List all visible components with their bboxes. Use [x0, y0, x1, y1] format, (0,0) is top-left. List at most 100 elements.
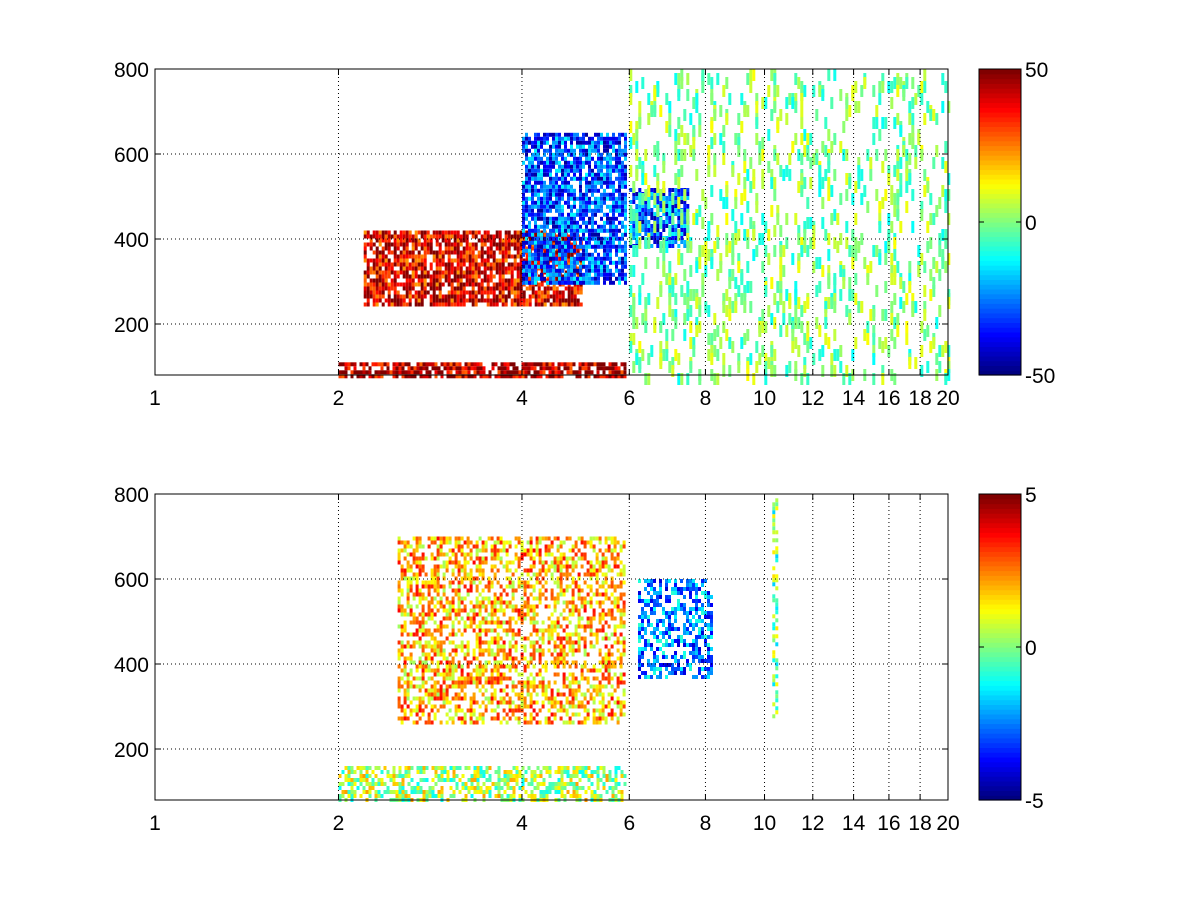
heatmap-cell — [528, 268, 531, 273]
heatmap-cell — [562, 552, 566, 557]
heatmap-cell — [404, 362, 408, 367]
heatmap-cell — [552, 140, 555, 145]
heatmap-cell — [597, 268, 600, 273]
heatmap-cell — [767, 305, 771, 317]
heatmap-cell — [429, 262, 433, 267]
heatmap-cell — [761, 169, 765, 181]
heatmap-cell — [619, 608, 623, 613]
heatmap-cell — [418, 568, 422, 573]
heatmap-cell — [606, 152, 609, 157]
heatmap-cell — [576, 220, 579, 225]
heatmap-cell — [585, 240, 588, 245]
heatmap-cell — [635, 192, 639, 196]
heatmap-cell — [914, 93, 918, 105]
heatmap-cell — [546, 256, 549, 261]
heatmap-cell — [468, 242, 472, 247]
heatmap-cell — [591, 144, 594, 149]
heatmap-cell — [562, 572, 566, 577]
colorbar-step — [979, 92, 1021, 99]
heatmap-cell — [546, 232, 549, 237]
heatmap-cell — [453, 278, 457, 283]
heatmap-cell — [456, 242, 460, 247]
heatmap-cell — [369, 266, 373, 271]
heatmap-cell — [398, 370, 402, 375]
heatmap-cell — [609, 236, 612, 241]
heatmap-cell — [516, 282, 520, 287]
heatmap-cell — [381, 234, 385, 239]
heatmap-cell — [338, 370, 342, 375]
heatmap-cell — [911, 97, 915, 109]
heatmap-cell — [552, 180, 555, 185]
heatmap-cell — [698, 373, 702, 385]
heatmap-cell — [411, 282, 415, 287]
heatmap-cell — [421, 580, 425, 585]
heatmap-cell — [806, 149, 810, 161]
heatmap-cell — [499, 596, 503, 601]
heatmap-cell — [478, 548, 482, 553]
heatmap-cell — [622, 592, 626, 597]
heatmap-cell — [800, 81, 804, 93]
heatmap-cell — [460, 608, 464, 613]
heatmap-cell — [616, 600, 620, 605]
heatmap-cell — [615, 168, 618, 173]
heatmap-cell — [445, 600, 449, 605]
heatmap-cell — [564, 180, 567, 185]
heatmap-cell — [525, 232, 528, 237]
heatmap-cell — [405, 290, 409, 295]
heatmap-cell — [800, 185, 804, 197]
heatmap-cell — [604, 636, 608, 641]
heatmap-cell — [917, 265, 921, 277]
heatmap-cell — [525, 248, 528, 253]
heatmap-cell — [594, 164, 597, 169]
heatmap-cell — [618, 160, 621, 165]
heatmap-cell — [528, 256, 531, 261]
heatmap-cell — [511, 616, 515, 621]
heatmap-cell — [526, 584, 530, 589]
heatmap-cell — [752, 249, 756, 261]
heatmap-cell — [905, 149, 909, 161]
heatmap-cell — [496, 640, 500, 645]
heatmap-cell — [522, 272, 525, 277]
heatmap-cell — [588, 144, 591, 149]
heatmap-cell — [546, 248, 549, 253]
heatmap-cell — [432, 286, 436, 291]
heatmap-cell — [458, 366, 462, 371]
heatmap-cell — [377, 374, 381, 379]
heatmap-cell — [531, 290, 535, 295]
heatmap-cell — [540, 282, 544, 287]
heatmap-cell — [570, 136, 573, 141]
heatmap-cell — [588, 204, 591, 209]
heatmap-cell — [567, 286, 571, 291]
heatmap-cell — [601, 628, 605, 633]
heatmap-cell — [585, 276, 588, 281]
heatmap-cell — [597, 176, 600, 181]
heatmap-cell — [622, 540, 626, 545]
heatmap-cell — [540, 160, 543, 165]
heatmap-cell — [508, 576, 512, 581]
heatmap-cell — [561, 184, 564, 189]
heatmap-cell — [594, 172, 597, 177]
heatmap-cell — [635, 141, 639, 153]
heatmap-cell — [884, 253, 888, 265]
heatmap-cell — [589, 544, 593, 549]
heatmap-cell — [429, 250, 433, 255]
heatmap-cell — [523, 604, 527, 609]
heatmap-cell — [603, 200, 606, 205]
heatmap-cell — [409, 612, 413, 617]
heatmap-cell — [788, 361, 792, 373]
heatmap-cell — [564, 200, 567, 205]
heatmap-cell — [446, 370, 450, 375]
heatmap-cell — [908, 357, 912, 369]
heatmap-cell — [573, 176, 576, 181]
heatmap-cell — [589, 604, 593, 609]
heatmap-cell — [561, 276, 564, 281]
heatmap-cell — [710, 345, 714, 357]
heatmap-cell — [561, 290, 565, 295]
heatmap-cell — [403, 624, 407, 629]
heatmap-cell — [411, 246, 415, 251]
heatmap-cell — [553, 596, 557, 601]
heatmap-cell — [935, 145, 939, 157]
heatmap-cell — [483, 286, 487, 291]
heatmap-cell — [574, 628, 578, 633]
heatmap-cell — [830, 353, 834, 365]
